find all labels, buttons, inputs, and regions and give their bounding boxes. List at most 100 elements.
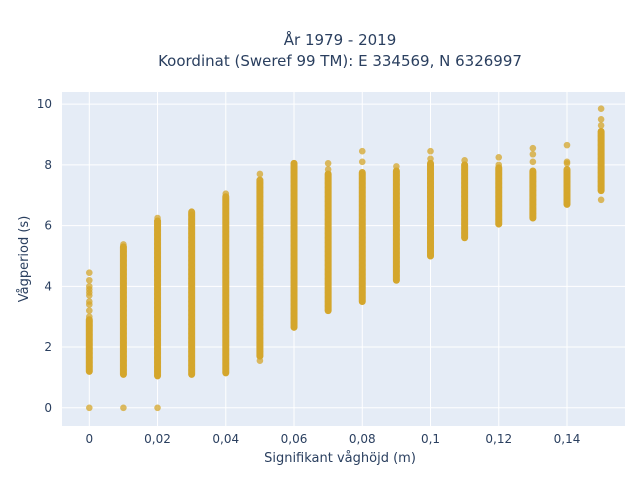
y-axis-title: Vågperiod (s) [17,216,32,303]
data-point [324,220,332,228]
data-point [154,222,161,229]
data-point [222,324,230,331]
data-point [256,170,264,178]
data-point [120,270,127,278]
data-point [563,141,571,149]
data-point [256,270,264,278]
data-point [188,343,195,351]
data-point [256,252,264,260]
data-point [427,248,434,255]
data-point [358,193,366,201]
data-point [222,305,230,313]
data-point [358,234,366,242]
data-point [393,226,400,234]
data-point [393,167,400,175]
data-point [597,146,605,153]
data-point [85,358,93,366]
data-point [188,243,195,251]
data-point [495,188,503,196]
data-point [222,365,230,372]
data-point [358,188,366,196]
data-point [222,246,230,254]
data-point [85,327,93,334]
data-point [324,289,332,296]
data-point [290,187,298,194]
data-point [222,269,230,276]
data-point [324,279,332,287]
data-point [85,322,93,330]
data-point [290,264,298,272]
data-point [154,240,161,248]
data-point [188,352,195,360]
data-point [154,267,161,275]
data-point [154,245,161,252]
data-point [85,283,93,290]
data-point [290,196,298,204]
data-point [324,188,332,196]
data-point [563,169,571,176]
data-point [222,260,230,267]
data-point [222,292,230,299]
data-point [324,270,332,278]
data-point [290,201,298,208]
data-point [256,239,264,246]
data-point [495,175,503,182]
data-point [358,266,366,273]
data-point [290,232,298,240]
data-point [154,372,161,380]
data-point [597,137,605,144]
data-point [154,258,161,266]
data-point [222,264,230,272]
y-tick-label: 8 [44,158,52,172]
x-tick-label: 0,08 [349,432,376,446]
data-point [290,255,298,263]
data-point [290,205,298,213]
point-column [358,147,366,306]
data-point [222,196,230,204]
y-tick-label: 10 [37,97,52,111]
data-point [154,235,161,243]
data-point [597,116,605,123]
data-point [358,252,366,260]
data-point [222,237,230,245]
data-point [120,343,127,351]
data-point [290,292,298,299]
point-column [427,147,435,260]
data-point [85,317,93,325]
data-point [324,170,332,178]
x-tick-label: 0 [85,432,93,446]
data-point [495,207,503,214]
data-point [256,339,264,346]
data-point [290,223,298,231]
data-point [529,205,537,213]
data-point [222,333,230,340]
data-point [188,298,195,305]
data-point [120,284,127,292]
data-point [256,357,264,365]
data-point [495,170,503,178]
data-point [120,311,127,319]
data-point [290,305,298,313]
data-point [154,327,161,334]
data-point [393,235,400,243]
data-point [222,283,230,290]
point-column [154,214,162,412]
data-point [256,202,264,210]
data-point [427,229,434,237]
data-point [256,211,264,219]
data-point [324,184,332,191]
data-point [461,166,468,173]
data-point [461,184,468,191]
data-point [222,346,230,354]
data-point [85,363,93,371]
data-point [461,157,468,164]
data-point [256,298,264,305]
data-point [222,319,230,327]
data-point [256,325,264,333]
point-column [324,160,332,315]
data-point [290,310,298,317]
data-point [358,284,366,292]
data-point [85,404,93,412]
data-point [222,314,230,322]
data-point [222,251,230,258]
